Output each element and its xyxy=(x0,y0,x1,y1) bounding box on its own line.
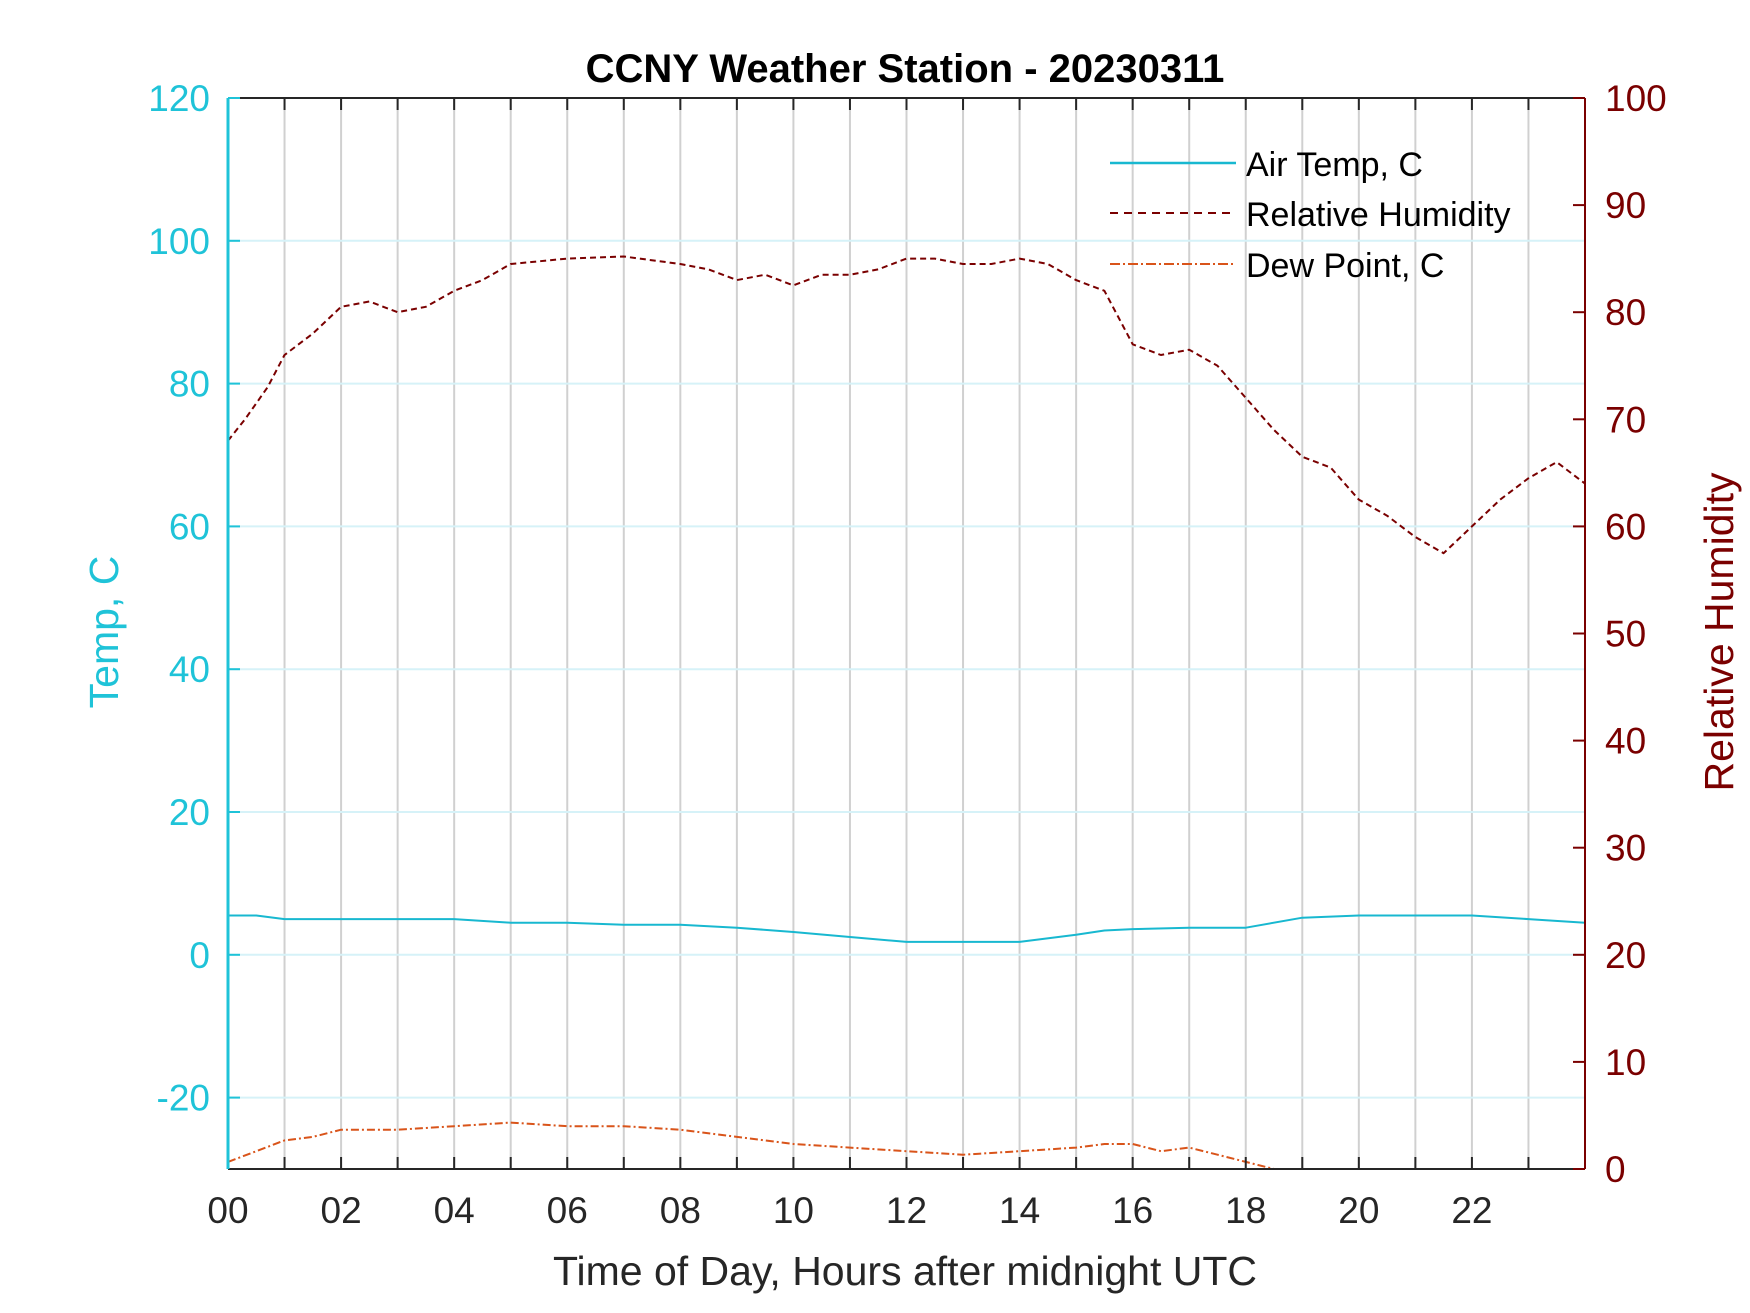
grid-lines xyxy=(228,98,1585,1169)
legend-label-humidity: Relative Humidity xyxy=(1246,196,1511,234)
y-left-tick-label: 120 xyxy=(148,78,210,119)
y-left-tick-label: 20 xyxy=(169,792,210,833)
y-right-tick-label: 50 xyxy=(1605,614,1646,655)
x-tick-label: 16 xyxy=(1112,1190,1153,1231)
x-tick-label: 14 xyxy=(999,1190,1040,1231)
y-right-tick-label: 0 xyxy=(1605,1149,1626,1190)
data-series xyxy=(227,255,1586,1170)
x-tick-label: 22 xyxy=(1451,1190,1492,1231)
air-temp-line xyxy=(228,914,1586,943)
y-left-tick-label: 60 xyxy=(169,506,210,547)
y-axis-label-right: Relative Humidity xyxy=(1696,472,1742,791)
chart-title: CCNY Weather Station - 20230311 xyxy=(586,47,1225,91)
y-left-tick-label: 100 xyxy=(148,221,210,262)
y-right-tick-label: 20 xyxy=(1605,935,1646,976)
relative-humidity-line xyxy=(227,255,1586,555)
x-tick-label: 20 xyxy=(1338,1190,1379,1231)
x-axis-label: Time of Day, Hours after midnight UTC xyxy=(553,1248,1257,1294)
tick-labels: 00 02 04 06 08 10 12 14 16 18 20 22-200204060801001… xyxy=(148,78,1666,1231)
y-right-tick-label: 70 xyxy=(1605,399,1646,440)
y-right-tick-label: 60 xyxy=(1605,506,1646,547)
y-right-tick-label: 40 xyxy=(1605,721,1646,762)
y-left-tick-label: 40 xyxy=(169,649,210,690)
x-tick-label: 18 xyxy=(1225,1190,1266,1231)
legend-label-dew-point: Dew Point, C xyxy=(1246,247,1444,285)
y-left-tick-label: 80 xyxy=(169,364,210,405)
x-tick-label: 04 xyxy=(434,1190,475,1231)
axes xyxy=(226,97,1586,1170)
y-right-tick-label: 90 xyxy=(1605,185,1646,226)
y-right-tick-label: 10 xyxy=(1605,1042,1646,1083)
y-right-tick-label: 100 xyxy=(1605,78,1667,119)
dew-point-line xyxy=(227,1121,1331,1170)
legend-label-air-temp: Air Temp, C xyxy=(1246,146,1423,184)
y-left-tick-label: 0 xyxy=(189,935,210,976)
y-axis-label-left: Temp, C xyxy=(81,556,127,709)
x-tick-label: 08 xyxy=(660,1190,701,1231)
legend: Air Temp, C Relative Humidity Dew Point,… xyxy=(1110,146,1511,285)
y-left-tick-label: -20 xyxy=(157,1078,210,1119)
y-right-tick-label: 30 xyxy=(1605,828,1646,869)
x-tick-label: 02 xyxy=(321,1190,362,1231)
x-tick-label: 00 xyxy=(207,1190,248,1231)
y-right-tick-label: 80 xyxy=(1605,292,1646,333)
x-tick-label: 10 xyxy=(773,1190,814,1231)
x-tick-label: 06 xyxy=(547,1190,588,1231)
x-tick-label: 12 xyxy=(886,1190,927,1231)
